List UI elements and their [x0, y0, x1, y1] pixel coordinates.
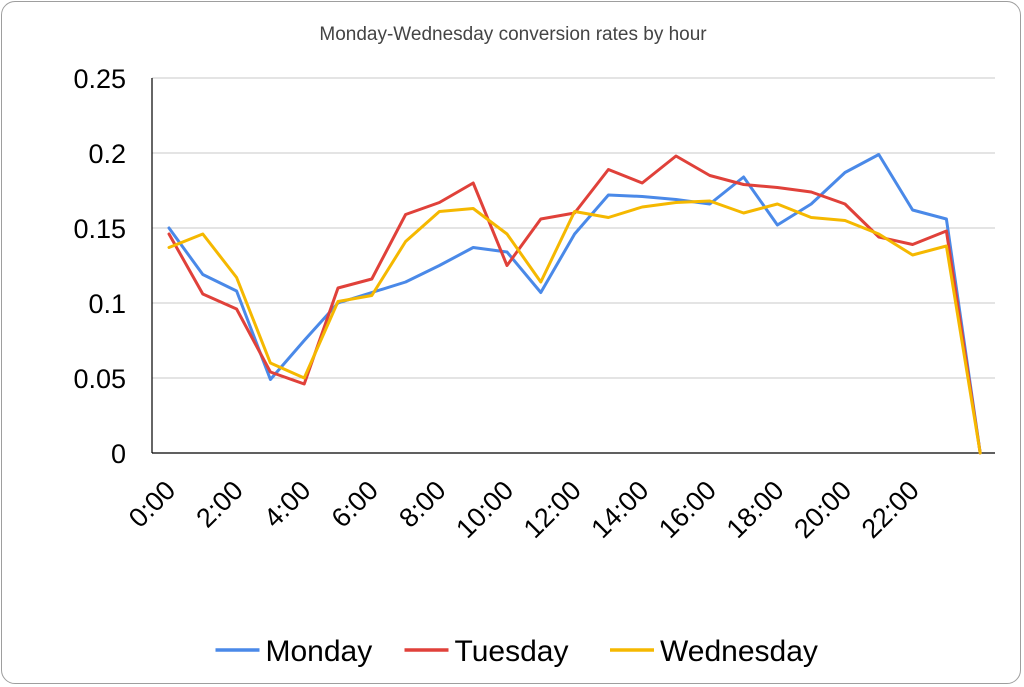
x-tick-label: 16:00	[653, 475, 722, 544]
y-tick-label: 0.15	[73, 214, 126, 244]
x-tick-label: 6:00	[326, 475, 384, 533]
gridlines	[152, 77, 995, 379]
legend: Monday Tuesday Wednesday	[215, 635, 818, 668]
series-lines	[167, 153, 982, 455]
axes	[151, 78, 995, 454]
x-tick-label: 14:00	[585, 475, 654, 544]
x-tick-label: 18:00	[721, 475, 790, 544]
y-tick-label: 0	[111, 439, 126, 469]
x-tick-label: 20:00	[788, 475, 857, 544]
series-line-monday	[167, 153, 982, 455]
series-line-wednesday	[167, 199, 982, 455]
series-line-tuesday	[167, 154, 982, 455]
y-tick-label: 0.2	[88, 139, 126, 169]
x-tick-label: 0:00	[123, 475, 181, 533]
x-tick-label: 2:00	[190, 475, 248, 533]
y-tick-label: 0.1	[88, 289, 126, 319]
y-tick-label: 0.25	[73, 64, 126, 94]
x-tick-label: 10:00	[450, 475, 519, 544]
y-tick-label: 0.05	[73, 364, 126, 394]
legend-label-tuesday: Tuesday	[455, 635, 569, 668]
x-axis-ticks: 0:00 2:00 4:00 6:00 8:0010:0012:0014:0016:00…	[123, 475, 925, 544]
chart-title: Monday-Wednesday conversion rates by hou…	[319, 24, 707, 45]
y-axis-ticks: 0 0.05 0.1 0.15 0.2 0.25	[73, 64, 126, 469]
legend-label-wednesday: Wednesday	[660, 635, 818, 668]
x-tick-label: 22:00	[856, 475, 925, 544]
x-tick-label: 12:00	[518, 475, 587, 544]
x-tick-label: 4:00	[258, 475, 316, 533]
x-tick-label: 8:00	[393, 475, 451, 533]
legend-label-monday: Monday	[266, 635, 373, 668]
